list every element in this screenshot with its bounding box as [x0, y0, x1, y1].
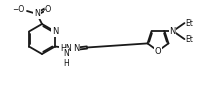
- Text: N: N: [52, 27, 58, 36]
- Text: N: N: [73, 44, 79, 53]
- Text: Et: Et: [185, 19, 193, 28]
- Text: −O: −O: [12, 6, 24, 15]
- Text: HN: HN: [60, 44, 72, 53]
- Text: N: N: [169, 27, 176, 36]
- Text: Et: Et: [185, 35, 193, 44]
- Text: O: O: [45, 5, 51, 14]
- Text: N
H: N H: [63, 49, 69, 68]
- Text: N: N: [34, 10, 40, 19]
- Text: +: +: [41, 7, 46, 12]
- Text: O: O: [155, 46, 161, 56]
